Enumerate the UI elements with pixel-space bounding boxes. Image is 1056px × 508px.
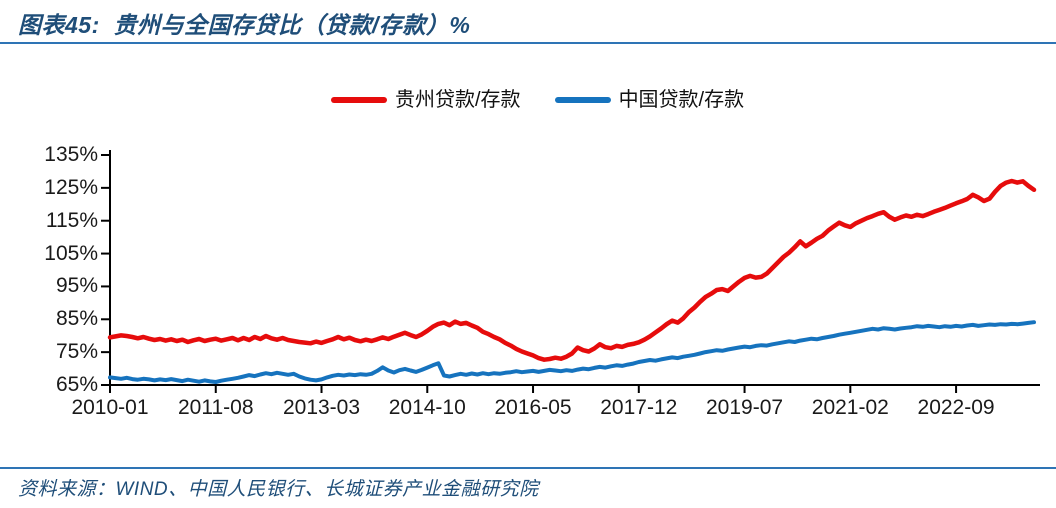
source-divider xyxy=(0,467,1056,469)
legend-label-china: 中国贷款/存款 xyxy=(618,89,745,111)
y-tick-label: 125% xyxy=(44,175,98,199)
y-tick-label: 75% xyxy=(55,340,98,364)
chart-legend: 贵州贷款/存款 中国贷款/存款 xyxy=(331,88,744,112)
x-tick-label: 2011-08 xyxy=(177,396,254,419)
x-tick-label: 2022-09 xyxy=(917,396,995,419)
y-tick-label: 95% xyxy=(55,274,98,298)
series-line-china xyxy=(108,320,1036,384)
x-tick-label: 2017-12 xyxy=(600,396,678,419)
y-tick-label: 65% xyxy=(55,373,98,396)
title-divider xyxy=(0,42,1056,44)
figure-title: 图表45: 贵州与全国存贷比（贷款/存款）% xyxy=(18,12,471,38)
source-note: 资料来源：WIND、中国人民银行、长城证券产业金融研究院 xyxy=(18,479,539,500)
x-tick-label: 2014-10 xyxy=(388,396,466,419)
x-tick-label: 2016-05 xyxy=(494,396,572,419)
y-tick-label: 85% xyxy=(55,307,98,331)
y-tick-label: 105% xyxy=(44,241,98,265)
x-tick-label: 2019-07 xyxy=(706,396,784,419)
x-tick-label: 2021-02 xyxy=(811,396,889,419)
china-line-swatch-icon xyxy=(554,97,611,103)
y-tick-label: 135% xyxy=(44,143,98,166)
x-tick-label: 2013-03 xyxy=(282,396,361,419)
x-tick-label: 2010-01 xyxy=(71,396,149,419)
series-line-guizhou xyxy=(107,178,1037,362)
y-tick-label: 115% xyxy=(45,208,98,232)
legend-item-guizhou: 贵州贷款/存款 xyxy=(331,88,521,112)
legend-item-china: 中国贷款/存款 xyxy=(554,88,745,112)
guizhou-line-swatch-icon xyxy=(331,97,387,103)
legend-label-guizhou: 贵州贷款/存款 xyxy=(395,89,521,111)
